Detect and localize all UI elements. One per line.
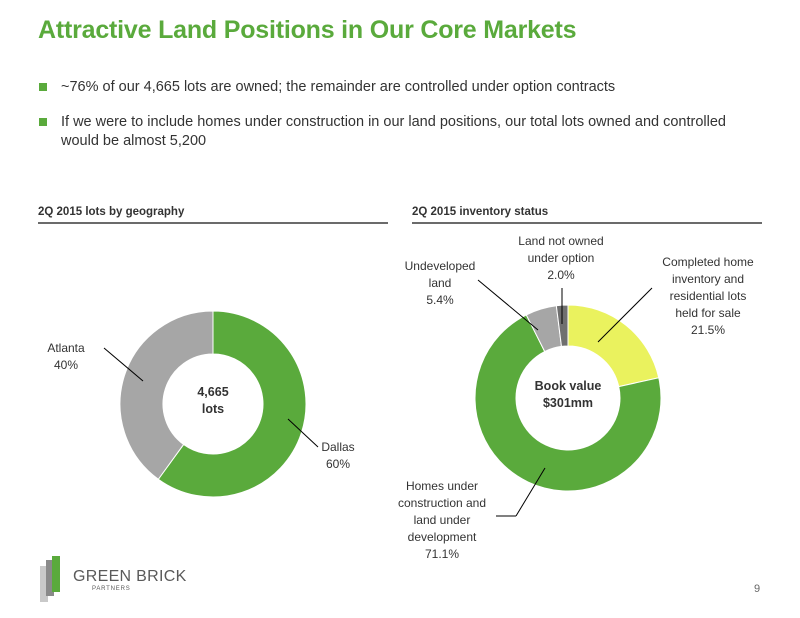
center-label: lots [202, 402, 224, 416]
donut-slice [567, 304, 660, 388]
slice-label-construction: land under [414, 513, 471, 527]
logo-mark-icon [40, 556, 60, 602]
slice-label-completed: residential lots [670, 289, 747, 303]
logo-subtitle: PARTNERS [92, 586, 131, 592]
slice-label-dallas: Dallas [321, 440, 354, 454]
leader-line [103, 347, 144, 382]
leader-line [477, 279, 539, 331]
slice-label-completed: inventory and [672, 272, 744, 286]
slice-label-atlanta: Atlanta [47, 341, 85, 355]
chart-title-inventory: 2Q 2015 inventory status [412, 206, 549, 218]
bullet-square-icon [39, 83, 47, 91]
slice-label-option: under option [528, 251, 595, 265]
leader-line [597, 287, 653, 343]
section-divider [412, 222, 762, 224]
slice-label-construction: development [408, 530, 477, 544]
section-divider [38, 222, 388, 224]
logo-name: GREEN BRICK [73, 568, 187, 585]
slice-label-option: Land not owned [518, 234, 603, 248]
donut-slice [119, 310, 214, 480]
slice-label-completed: held for sale [675, 306, 741, 320]
page-number: 9 [754, 583, 761, 595]
donut-slice [157, 310, 307, 498]
page-title: Attractive Land Positions in Our Core Ma… [38, 16, 577, 44]
company-logo: GREEN BRICK PARTNERS [40, 556, 240, 604]
slice-label-dallas: 60% [326, 457, 350, 471]
donut-slice [474, 314, 662, 492]
donut-inventory: Book value $301mm Completed home inventory … [398, 234, 754, 561]
bullet-text: If we were to include homes under constr… [61, 114, 726, 149]
donut-slice [555, 304, 569, 347]
bullet-text: ~76% of our 4,665 lots are owned; the re… [61, 79, 616, 95]
slice-label-construction: 71.1% [425, 547, 459, 561]
slice-label-undeveloped: land [429, 276, 452, 290]
slice-label-atlanta: 40% [54, 358, 78, 372]
chart-title-geography: 2Q 2015 lots by geography [38, 206, 185, 218]
donut-geography: 4,665 lots Dallas 60% Atlanta 40% [47, 310, 355, 498]
bullet-item: If we were to include homes under constr… [38, 113, 758, 151]
slice-label-option: 2.0% [547, 268, 575, 282]
center-label: Book value [535, 379, 602, 393]
center-label: 4,665 [197, 385, 228, 399]
leader-line [515, 467, 546, 517]
slice-label-completed: Completed home [662, 255, 754, 269]
bullet-item: ~76% of our 4,665 lots are owned; the re… [38, 78, 758, 97]
slice-label-undeveloped: Undeveloped [405, 259, 476, 273]
leader-line [287, 418, 319, 448]
slice-label-completed: 21.5% [691, 323, 725, 337]
slice-label-construction: Homes under [406, 479, 478, 493]
bullet-list: ~76% of our 4,665 lots are owned; the re… [38, 78, 758, 167]
bullet-square-icon [39, 118, 47, 126]
center-label: $301mm [543, 396, 593, 410]
slice-label-construction: construction and [398, 496, 486, 510]
slice-label-undeveloped: 5.4% [426, 293, 454, 307]
